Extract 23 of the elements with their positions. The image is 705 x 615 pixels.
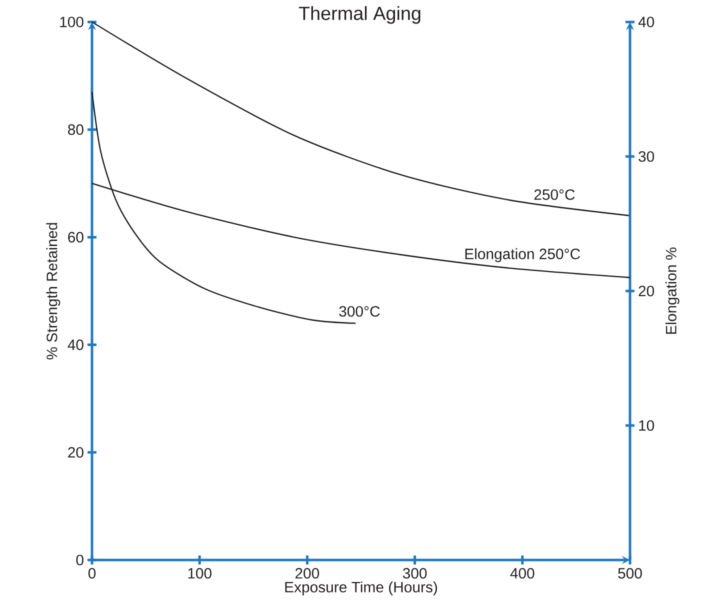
y2-tick-label: 10 [639, 420, 654, 431]
series-label: 300°C [339, 306, 380, 317]
y-tick-label: 80 [68, 124, 84, 135]
series-label: 250°C [534, 189, 575, 200]
y-tick-label: 0 [76, 554, 84, 566]
y2-tick-label: 30 [638, 151, 654, 162]
x-axis-title: Exposure Time (Hours) [285, 581, 437, 596]
y2-tick-label: 40 [638, 16, 654, 28]
x-tick-label: 400 [510, 568, 534, 579]
x-tick-label: 300 [402, 568, 427, 579]
y-tick-label: 100 [60, 16, 84, 28]
y2-tick-label: 20 [638, 286, 654, 296]
series-label: Elongation 250°C [465, 248, 580, 262]
x-tick-label: 500 [618, 568, 642, 579]
x-tick-label: 100 [188, 568, 212, 579]
y-tick-label: 60 [68, 232, 84, 242]
chart-title: Thermal Aging [298, 6, 420, 24]
y-tick-label: 20 [68, 447, 84, 458]
x-tick-label: 200 [295, 568, 320, 579]
y2-axis-title: Elongation % [665, 248, 680, 334]
y-axis-title: % Strength Retained [46, 223, 60, 360]
y-tick-label: 40 [68, 340, 84, 350]
x-tick-label: 0 [88, 568, 96, 579]
